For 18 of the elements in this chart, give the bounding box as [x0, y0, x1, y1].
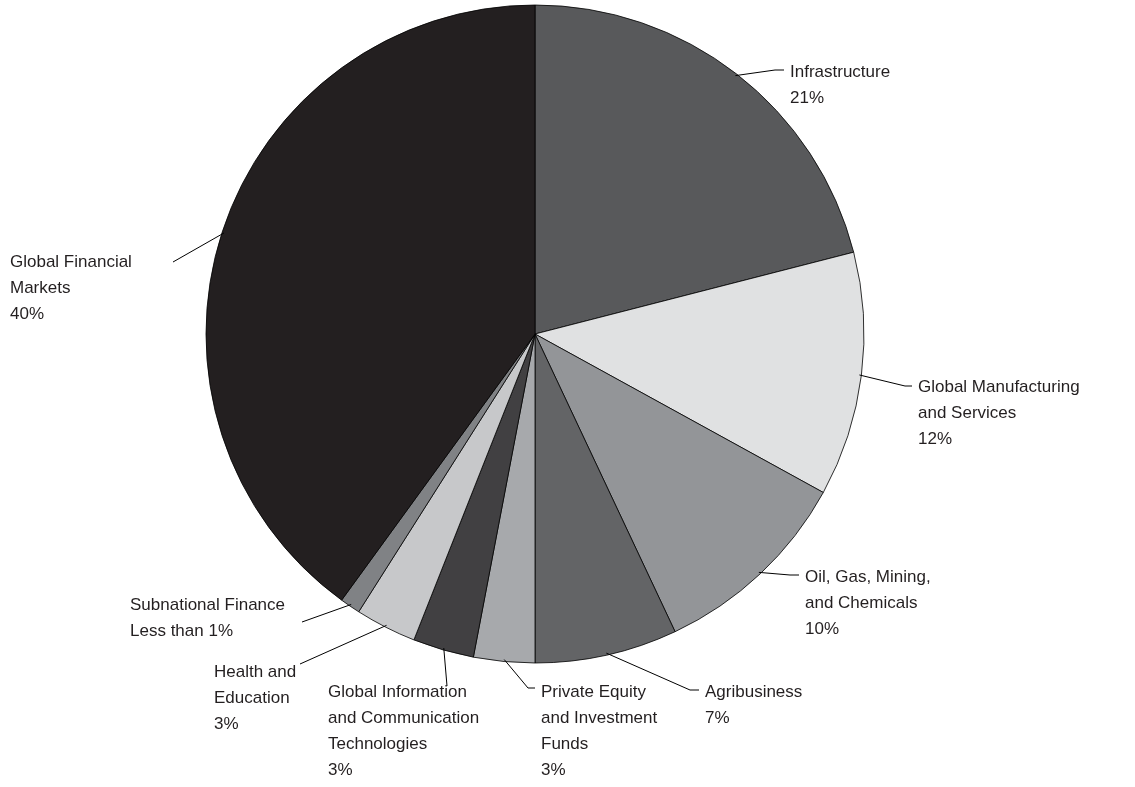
- slice-label: Agribusiness: [705, 682, 803, 701]
- data-label: 10%: [805, 619, 840, 638]
- data-label: 12%: [918, 429, 953, 448]
- data-label: 3%: [328, 760, 353, 779]
- data-label: Less than 1%: [130, 621, 234, 640]
- slice-label: Global Financial Markets: [10, 252, 132, 297]
- slice-label: Health and Education: [214, 662, 297, 707]
- slice-label: Oil, Gas, Mining, and Chemicals: [805, 567, 931, 612]
- slice-label: Infrastructure: [790, 62, 891, 81]
- slice-label: Private Equity and Investment Funds: [541, 682, 658, 753]
- slice-label: Subnational Finance: [130, 595, 286, 614]
- data-label: 3%: [541, 760, 566, 779]
- data-label: 7%: [705, 708, 730, 727]
- data-label: 21%: [790, 88, 825, 107]
- data-label: 40%: [10, 304, 45, 323]
- data-label: 3%: [214, 714, 239, 733]
- slice-label: Global Information and Communication Technologies: [328, 682, 480, 753]
- slice-label: Global Manufacturing and Services: [918, 377, 1080, 422]
